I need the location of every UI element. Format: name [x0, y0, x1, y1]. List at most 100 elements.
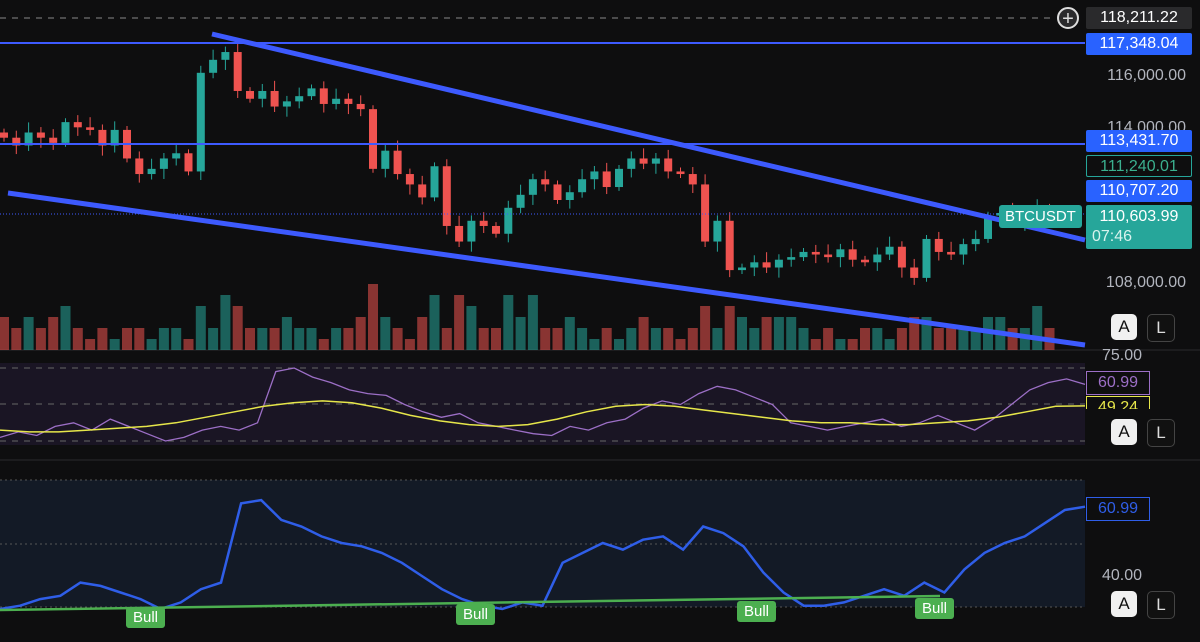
candle-body [897, 246, 906, 268]
volume-bar [823, 328, 834, 350]
candle-body [578, 179, 587, 193]
auto-scale-button-3[interactable]: A [1111, 591, 1137, 617]
last-price-label: 110,603.99 07:46 [1086, 205, 1192, 249]
upper-trendline [211, 31, 1086, 243]
candle-body [688, 174, 697, 185]
candle-body [516, 194, 525, 208]
volume-bar [146, 339, 157, 350]
candle-body [762, 262, 771, 268]
candle-body [664, 158, 673, 172]
log-scale-button-1[interactable]: L [1147, 314, 1175, 342]
candle-body [258, 90, 267, 99]
lower-band [0, 480, 1085, 607]
candle-body [0, 132, 8, 138]
candle-body [602, 171, 611, 188]
candle-body [873, 254, 882, 263]
tick-116000: 116,000.00 [1107, 67, 1186, 84]
volume-bar [1032, 306, 1043, 350]
candle-body [713, 220, 722, 242]
candle-body [861, 259, 869, 263]
bull-divergence-label: Bull [126, 607, 166, 628]
candle-body [836, 249, 845, 258]
candle-body [787, 257, 796, 260]
candle-body [110, 129, 119, 146]
volume-bar [454, 295, 465, 350]
volume-bar [921, 317, 932, 350]
volume-bar [589, 339, 600, 350]
volume-bar [134, 328, 145, 350]
volume-bar [564, 317, 575, 350]
volume-bar [257, 328, 268, 350]
candle-body [492, 225, 500, 234]
volume-bar [294, 328, 305, 350]
volume-bar [835, 339, 846, 350]
volume-bar [232, 306, 243, 350]
log-scale-button-3[interactable]: L [1147, 591, 1175, 619]
candle-body [565, 192, 574, 201]
volume-bar [626, 328, 637, 350]
candle-body [184, 153, 193, 172]
candle-body [282, 101, 291, 107]
auto-scale-button-2[interactable]: A [1111, 419, 1137, 445]
candle-body [209, 59, 218, 73]
volume-bar [404, 339, 415, 350]
volume-bar [208, 328, 219, 350]
candle-body [922, 238, 931, 278]
lower-tick-40: 40.00 [1101, 567, 1142, 584]
volume-bar [601, 328, 612, 350]
candle-body [947, 251, 956, 255]
candle-body [984, 215, 992, 239]
candle-body [319, 88, 328, 104]
volume-bar [650, 328, 661, 350]
volume-bar [122, 328, 132, 350]
volume-bar [675, 339, 686, 350]
tick-108000: 108,000.00 [1105, 274, 1186, 291]
candle-body [442, 166, 451, 226]
volume-bar [60, 306, 71, 350]
volume-bar [798, 328, 809, 350]
candle-body [467, 220, 476, 242]
volume-bar [35, 328, 46, 350]
candle-body [147, 168, 156, 175]
volume-bar [11, 328, 22, 350]
volume-bar [158, 328, 169, 350]
candle-body [61, 122, 70, 143]
volume-bar [503, 295, 514, 350]
volume-bar [810, 339, 821, 350]
add-plus-icon[interactable]: + [1057, 7, 1079, 30]
volume-bar [429, 295, 440, 350]
candle-body [381, 150, 390, 169]
candle-body [270, 90, 279, 107]
volume-bar [368, 284, 378, 350]
volume-bar [195, 306, 206, 350]
volume-bar [85, 339, 96, 350]
volume-bar [281, 317, 292, 350]
auto-scale-button-1[interactable]: A [1111, 314, 1137, 340]
candle-body [811, 251, 820, 255]
candle-body [676, 171, 685, 175]
candle-body [725, 220, 734, 271]
bull-divergence-label: Bull [737, 601, 777, 622]
volume-bar [220, 295, 231, 350]
volume-bar [687, 328, 698, 350]
volume-bar [958, 328, 969, 350]
volume-bar [72, 328, 83, 350]
candle-body [307, 88, 316, 97]
volume-bar [1007, 328, 1018, 350]
volume-bar [417, 317, 428, 350]
volume-bar [109, 339, 120, 350]
volume-bar [577, 328, 588, 350]
level-label-1: 117,348.04 [1086, 33, 1192, 55]
log-scale-button-2[interactable]: L [1147, 419, 1175, 447]
candle-body [246, 90, 254, 99]
volume-bar [269, 328, 280, 350]
volume-bar [761, 317, 772, 350]
volume-bar [515, 317, 526, 350]
candle-body [738, 267, 746, 271]
candle-body [934, 238, 943, 252]
volume-bar [638, 317, 649, 350]
volume-bar [306, 328, 317, 350]
candle-body [455, 225, 464, 242]
candle-body [135, 158, 144, 175]
